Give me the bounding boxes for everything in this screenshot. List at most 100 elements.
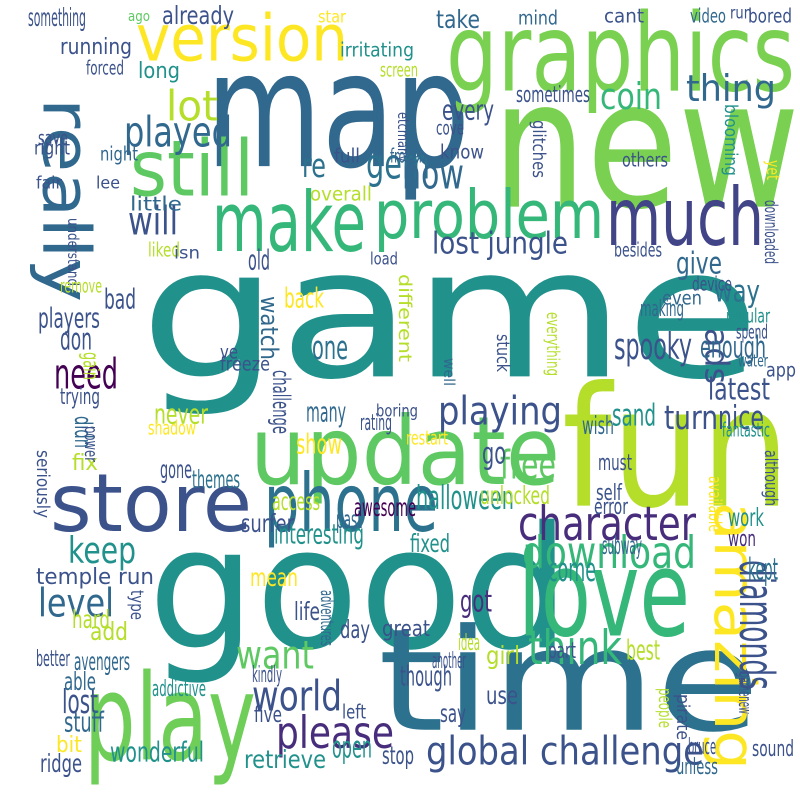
word-enough: enough	[700, 330, 766, 365]
word-bit: bit	[56, 732, 82, 758]
word-really: really	[28, 98, 105, 302]
word-fix: fix	[72, 450, 98, 476]
word-adventures: adventures	[316, 590, 336, 646]
word-right: right	[34, 136, 70, 159]
word-phone: phone	[264, 456, 438, 550]
word-update: update	[250, 397, 560, 507]
word-make: make	[212, 174, 366, 271]
word-gem: gem	[366, 139, 430, 188]
word-mean: mean	[250, 563, 298, 592]
word-nice: nice	[718, 398, 764, 437]
word-gone: gone	[160, 455, 192, 484]
word-sound: sound	[752, 736, 794, 762]
word-playing: playing	[438, 390, 562, 435]
word-please: please	[276, 708, 394, 759]
word-running: running	[60, 34, 132, 60]
word-interesting: interesting	[274, 518, 364, 551]
word-open: open	[332, 730, 372, 765]
word-mind: mind	[518, 6, 558, 29]
word-seriously: seriously	[32, 450, 52, 518]
word-bad: bad	[104, 283, 136, 316]
word-good: good	[148, 490, 570, 687]
word-gain: gain	[78, 352, 103, 380]
word-glitches: glitches	[528, 120, 548, 178]
word-version: version	[136, 2, 348, 76]
word-unlocked: unlocked	[480, 481, 550, 510]
word-different: different	[394, 274, 414, 362]
word-world: world	[252, 671, 342, 720]
word-idea: idea	[458, 630, 480, 656]
word-amazing: amazing	[701, 502, 767, 770]
word-players: players	[38, 302, 100, 335]
word-screen: screen	[380, 58, 418, 81]
word-ads: ads	[698, 328, 737, 384]
word-ve: ve	[220, 340, 238, 363]
word-device: device	[692, 272, 732, 295]
word-watch: watch	[255, 296, 283, 360]
word-still: still	[130, 124, 254, 214]
word-every: every	[442, 94, 494, 127]
word-restart: restart	[406, 426, 448, 449]
word-girl: girl	[486, 641, 520, 670]
word-character: character	[518, 497, 696, 552]
word-addictive: addictive	[152, 676, 206, 702]
word-problem: problem	[374, 176, 604, 254]
word-retrieve: retrieve	[244, 745, 326, 774]
word-play: play	[84, 650, 256, 789]
word-load: load	[370, 250, 398, 269]
word-work: work	[728, 503, 764, 532]
word-didn: didn	[69, 416, 97, 448]
word-free: free	[500, 444, 556, 489]
word-fair: fair	[36, 174, 62, 193]
word-liked: liked	[148, 238, 180, 261]
word-way: way	[714, 274, 760, 309]
word-played: played	[124, 107, 232, 156]
word-people: people	[654, 688, 674, 728]
word-five: five	[254, 702, 282, 728]
word-say: say	[440, 699, 466, 728]
word-avengers: avengers	[74, 647, 130, 676]
word-new: new	[492, 42, 800, 249]
word-everything: everything	[542, 312, 562, 376]
word-stuck: stuck	[492, 334, 512, 373]
word-old: old	[248, 244, 270, 277]
word-video: video	[690, 4, 726, 27]
word-spooky: spooky	[614, 325, 692, 368]
word-one: one	[312, 328, 348, 367]
word-bored: bored	[748, 4, 792, 27]
word-global-challenge: global challenge	[426, 730, 704, 775]
word-won: won	[728, 526, 756, 552]
word-remove: remove	[60, 274, 102, 297]
word-diamonds: diamonds	[728, 560, 784, 690]
word-water: water	[738, 352, 768, 371]
word-spend: spend	[736, 320, 768, 343]
word-bruce: bruce	[688, 734, 716, 760]
word-another: another	[432, 648, 466, 674]
word-access: access	[272, 487, 320, 516]
word-etcmany: etcmany	[394, 112, 412, 162]
word-unless: unless	[676, 754, 718, 780]
word-now: now	[402, 149, 464, 198]
word-frozen: frozen	[390, 144, 426, 167]
word-subway: subway	[602, 531, 642, 560]
word-night: night	[100, 142, 138, 165]
word-life: life	[294, 597, 320, 626]
word-great: great	[382, 616, 430, 642]
word-app: app	[766, 358, 796, 381]
word-yet: yet	[762, 160, 782, 180]
word-think: think	[528, 621, 623, 676]
word-must: must	[598, 450, 632, 476]
word-overall: overall	[310, 182, 372, 205]
word-shadow: shadow	[148, 416, 196, 439]
word-download: download	[522, 528, 696, 579]
word-stop: stop	[382, 741, 414, 770]
word-cove: cove	[436, 116, 464, 139]
word-understand: understand	[64, 218, 82, 286]
word-save: save	[38, 126, 68, 149]
word-gamenew: gamenew	[734, 672, 754, 714]
word-day: day	[340, 615, 370, 644]
word-boring: boring	[376, 402, 418, 421]
word-lost: lost	[62, 682, 98, 721]
word-challenge: challenge	[267, 370, 295, 434]
